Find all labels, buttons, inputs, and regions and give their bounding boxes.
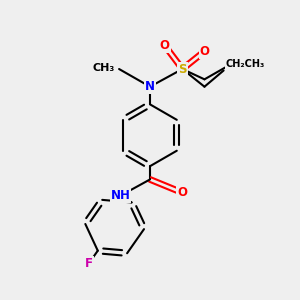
Text: O: O xyxy=(160,39,170,52)
Text: O: O xyxy=(177,186,188,199)
Text: F: F xyxy=(85,257,93,270)
Text: CH₃: CH₃ xyxy=(92,63,115,73)
Text: O: O xyxy=(200,45,209,58)
Text: NH: NH xyxy=(111,189,130,202)
Text: CH₂CH₃: CH₂CH₃ xyxy=(225,59,264,69)
Text: S: S xyxy=(178,62,187,76)
Text: N: N xyxy=(145,80,155,93)
